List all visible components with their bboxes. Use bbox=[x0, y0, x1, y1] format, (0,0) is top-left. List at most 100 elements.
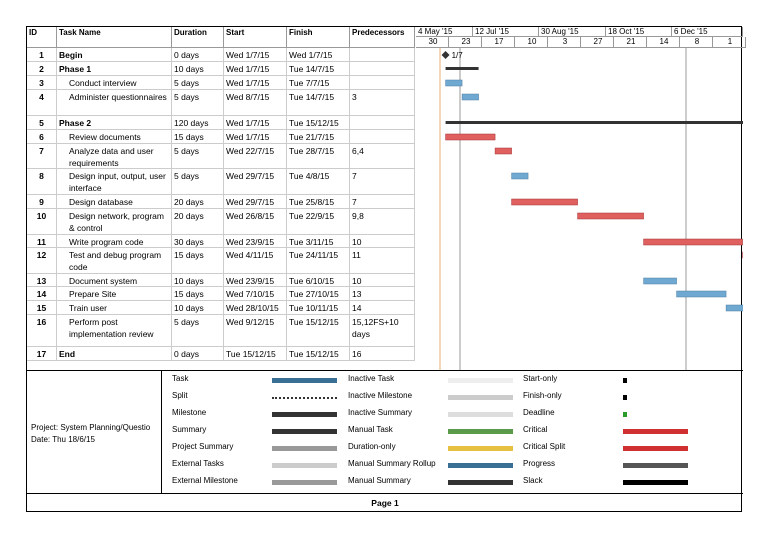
cell-duration: 10 days bbox=[172, 301, 224, 314]
legend-divider bbox=[161, 370, 162, 493]
table-row[interactable]: 16 Perform post implementation review 5 da… bbox=[27, 315, 415, 347]
summary-bar bbox=[445, 121, 743, 124]
col-header-id[interactable]: ID bbox=[27, 27, 57, 48]
legend-swatch bbox=[272, 463, 337, 468]
cell-start: Wed 1/7/15 bbox=[224, 48, 287, 61]
legend-swatch bbox=[623, 395, 627, 400]
cell-duration: 5 days bbox=[172, 76, 224, 89]
cell-start: Wed 8/7/15 bbox=[224, 90, 287, 115]
task-bar bbox=[511, 172, 529, 180]
cell-duration: 10 days bbox=[172, 62, 224, 75]
col-header-start[interactable]: Start bbox=[224, 27, 287, 48]
table-row[interactable]: 17 End 0 days Tue 15/12/15 Tue 15/12/15 16 bbox=[27, 347, 415, 361]
cell-name: Phase 2 bbox=[57, 116, 172, 129]
cell-pred: 11 bbox=[350, 248, 415, 273]
table-row[interactable]: 11 Write program code 30 days Wed 23/9/15 Tu… bbox=[27, 235, 415, 248]
cell-name: Review documents bbox=[57, 130, 172, 143]
cell-finish: Tue 14/7/15 bbox=[287, 62, 350, 75]
cell-start: Wed 1/7/15 bbox=[224, 76, 287, 89]
table-row[interactable]: 9 Design database 20 days Wed 29/7/15 Tue 25… bbox=[27, 195, 415, 209]
cell-start: Wed 7/10/15 bbox=[224, 287, 287, 300]
legend-swatch bbox=[623, 446, 688, 451]
cell-id: 8 bbox=[27, 169, 57, 194]
legend-label: External Milestone bbox=[172, 476, 238, 485]
legend-swatch bbox=[272, 395, 337, 399]
table-row[interactable]: 8 Design input, output, user interface 5 d… bbox=[27, 169, 415, 195]
cell-finish: Tue 7/7/15 bbox=[287, 76, 350, 89]
col-header-duration[interactable]: Duration bbox=[172, 27, 224, 48]
cell-pred bbox=[350, 48, 415, 61]
critical-bar bbox=[643, 238, 743, 246]
cell-name: Design network, program & control bbox=[57, 209, 172, 234]
project-name: Project: System Planning/Questio bbox=[31, 423, 151, 432]
cell-start: Wed 28/10/15 bbox=[224, 301, 287, 314]
milestone-diamond bbox=[441, 51, 450, 59]
table-row[interactable]: 5 Phase 2 120 days Wed 1/7/15 Tue 15/12/15 bbox=[27, 116, 415, 130]
legend-label: Manual Task bbox=[348, 425, 393, 434]
col-header-predecessors[interactable]: Predecessors bbox=[350, 27, 415, 48]
cell-name: Conduct interview bbox=[57, 76, 172, 89]
legend-swatch bbox=[272, 378, 337, 383]
task-bar bbox=[461, 93, 479, 101]
table-row[interactable]: 3 Conduct interview 5 days Wed 1/7/15 Tue 7/… bbox=[27, 76, 415, 90]
cell-start: Tue 15/12/15 bbox=[224, 347, 287, 360]
critical-bar bbox=[511, 198, 578, 206]
legend-label: Deadline bbox=[523, 408, 555, 417]
legend-label: Summary bbox=[172, 425, 207, 434]
cell-name: Train user bbox=[57, 301, 172, 314]
cell-pred: 3 bbox=[350, 90, 415, 115]
cell-id: 13 bbox=[27, 274, 57, 286]
milestone-label: 1/7 bbox=[452, 51, 464, 60]
cell-id: 10 bbox=[27, 209, 57, 234]
legend-swatch bbox=[623, 480, 688, 485]
col-header-finish[interactable]: Finish bbox=[287, 27, 350, 48]
legend-label: Critical bbox=[523, 425, 548, 434]
cell-duration: 5 days bbox=[172, 144, 224, 168]
table-row[interactable]: 7 Analyze data and user requirements 5 day… bbox=[27, 144, 415, 169]
cell-start: Wed 1/7/15 bbox=[224, 130, 287, 143]
table-row[interactable]: 2 Phase 1 10 days Wed 1/7/15 Tue 14/7/15 bbox=[27, 62, 415, 76]
cell-pred: 14 bbox=[350, 301, 415, 314]
legend-swatch bbox=[272, 429, 337, 434]
cell-name: Design input, output, user interface bbox=[57, 169, 172, 194]
cell-duration: 15 days bbox=[172, 287, 224, 300]
cell-id: 3 bbox=[27, 76, 57, 89]
legend-swatch bbox=[623, 412, 627, 417]
cell-id: 15 bbox=[27, 301, 57, 314]
cell-pred bbox=[350, 116, 415, 129]
table-row[interactable]: 4 Administer questionnaires 5 days Wed 8/7/… bbox=[27, 90, 415, 116]
cell-name: End bbox=[57, 347, 172, 360]
table-row[interactable]: 13 Document system 10 days Wed 23/9/15 Tue 6… bbox=[27, 274, 415, 287]
table-row[interactable]: 12 Test and debug program code 15 days Wed … bbox=[27, 248, 415, 274]
cell-start: Wed 1/7/15 bbox=[224, 116, 287, 129]
cell-duration: 5 days bbox=[172, 169, 224, 194]
legend-swatch bbox=[448, 480, 513, 485]
cell-finish: Tue 22/9/15 bbox=[287, 209, 350, 234]
table-row[interactable]: 14 Prepare Site 15 days Wed 7/10/15 Tue 27/1… bbox=[27, 287, 415, 301]
table-row[interactable]: 1 Begin 0 days Wed 1/7/15 Wed 1/7/15 bbox=[27, 48, 415, 62]
legend: Project: System Planning/Questio Date: T… bbox=[27, 370, 743, 494]
legend-label: Task bbox=[172, 374, 189, 383]
legend-label: Split bbox=[172, 391, 188, 400]
table-row[interactable]: 6 Review documents 15 days Wed 1/7/15 Tue 21… bbox=[27, 130, 415, 144]
legend-label: Critical Split bbox=[523, 442, 566, 451]
task-bar bbox=[643, 277, 677, 285]
cell-name: Test and debug program code bbox=[57, 248, 172, 273]
table-row[interactable]: 15 Train user 10 days Wed 28/10/15 Tue 10/11… bbox=[27, 301, 415, 315]
cell-finish: Tue 28/7/15 bbox=[287, 144, 350, 168]
legend-label: Manual Summary bbox=[348, 476, 411, 485]
cell-id: 1 bbox=[27, 48, 57, 61]
cell-finish: Tue 21/7/15 bbox=[287, 130, 350, 143]
cell-pred: 10 bbox=[350, 274, 415, 286]
legend-swatch bbox=[272, 446, 337, 451]
col-header-name[interactable]: Task Name bbox=[57, 27, 172, 48]
timescale-minor: 27 bbox=[581, 37, 614, 48]
timescale-major: 30 Aug '15 bbox=[539, 27, 606, 37]
legend-label: Slack bbox=[523, 476, 543, 485]
cell-pred: 7 bbox=[350, 169, 415, 194]
timescale-minor: 1 bbox=[713, 37, 746, 48]
table-row[interactable]: 10 Design network, program & control 20 da… bbox=[27, 209, 415, 235]
cell-id: 7 bbox=[27, 144, 57, 168]
cell-duration: 10 days bbox=[172, 274, 224, 286]
legend-swatch bbox=[623, 463, 688, 468]
